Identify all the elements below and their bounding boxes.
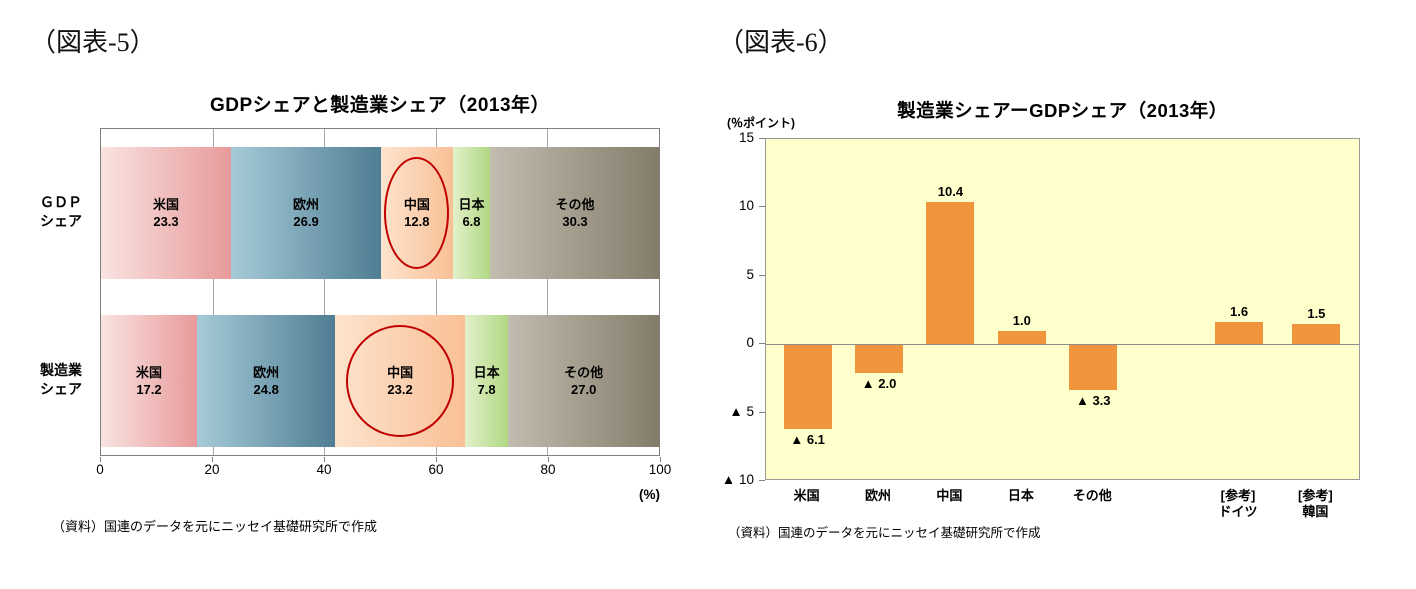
row-label-line: 製造業 [40, 362, 82, 378]
figure-5-x-tick-mark [436, 457, 437, 462]
figure-5-source-note: （資料）国連のデータを元にニッセイ基礎研究所で作成 [52, 519, 378, 534]
segment-name-label: その他 [555, 197, 595, 212]
category-label-line: ドイツ [1218, 504, 1258, 519]
segment-value-label: 30.3 [562, 214, 588, 229]
figure-5-x-tick-label: 0 [96, 462, 104, 477]
figure-5-bar-gdp: 米国 23.3 欧州 26.9 中国 12.8 日本 6.8 その他 30.3 [101, 147, 659, 279]
segment-name-label: 米国 [152, 197, 179, 212]
row-label-line: シェア [40, 213, 82, 229]
figure-6-y-tick-label: 10 [738, 198, 754, 214]
segment-name-label: 欧州 [293, 197, 320, 212]
bar-value-label-europe: ▲ 2.0 [861, 375, 897, 391]
category-label-japan: 日本 [1008, 488, 1034, 504]
figure-6-label: （図表-6） [718, 28, 844, 57]
figure-6-title: 製造業シェアーGDPシェア（2013年） [897, 100, 1228, 121]
category-label-line: 日本 [1007, 488, 1034, 503]
segment-value-label: 6.8 [462, 214, 481, 229]
segment-name-label: 日本 [473, 365, 500, 380]
category-label-line: 韓国 [1302, 504, 1329, 519]
bar-korea-ref [1292, 323, 1341, 345]
bar-value-label-china: 10.4 [937, 183, 964, 199]
figure-6-source-note: （資料）国連のデータを元にニッセイ基礎研究所で作成 [728, 526, 1041, 540]
bar-value-label-japan: 1.0 [1012, 312, 1031, 328]
figure-5-x-tick-mark [212, 457, 213, 462]
figure-6-y-tick-label: ▲ 10 [721, 472, 754, 487]
segment-name-label: 米国 [135, 365, 162, 380]
bar-segment-usa: 米国 23.3 [101, 147, 231, 279]
figure-5-x-tick-label: 60 [428, 462, 444, 477]
figure-6-unit-label: (％ポイント) [727, 116, 795, 130]
bar-usa [783, 345, 832, 429]
bar-segment-usa: 米国 17.2 [101, 315, 197, 447]
bar-europe [855, 345, 904, 373]
segment-value-label: 23.3 [153, 214, 179, 229]
category-label-line: 中国 [936, 488, 963, 503]
figure-5-gridline [212, 129, 214, 455]
bar-segment-europe: 欧州 24.8 [196, 315, 336, 447]
figure-6-plot-area: ▲ 6.1 ▲ 2.0 10.4 1.0 ▲ 3.3 1.6 1.5 [765, 138, 1360, 480]
figure-5-title: GDPシェアと製造業シェア（2013年） [209, 95, 551, 116]
segment-name-label: その他 [564, 365, 604, 380]
bar-value-label-others: ▲ 3.3 [1075, 393, 1111, 409]
figure-5-gridline [435, 129, 437, 455]
category-label-line: [参考] [1220, 488, 1256, 503]
bar-segment-others: その他 30.3 [490, 147, 659, 279]
segment-value-label: 7.8 [477, 382, 496, 397]
figure-5-x-tick-label: 40 [316, 462, 332, 477]
segment-value-label: 26.9 [293, 214, 319, 229]
category-label-korea-ref: [参考] 韓国 [1298, 488, 1333, 520]
bar-segment-japan: 日本 6.8 [452, 147, 491, 279]
figure-5-x-tick-label: 20 [204, 462, 220, 477]
row-label-line: ＧＤＰ [40, 194, 82, 210]
segment-name-label: 日本 [458, 197, 485, 212]
figure-6-y-tick-mark [759, 480, 765, 481]
figure-5-x-tick-mark [660, 457, 661, 462]
segment-name-label: 欧州 [253, 365, 280, 380]
bar-segment-japan: 日本 7.8 [464, 315, 509, 447]
figure-5-label: （図表-5） [30, 28, 156, 57]
figure-6-y-tick-label: 0 [746, 335, 754, 351]
bar-value-label-korea-ref: 1.5 [1307, 305, 1326, 321]
figure-5-x-tick-mark [100, 457, 101, 462]
category-label-germany-ref: [参考] ドイツ [1219, 488, 1258, 520]
zero-axis-line [766, 344, 1359, 346]
figure-5-gridline [547, 129, 549, 455]
bar-segment-others: その他 27.0 [508, 315, 659, 447]
category-label-line: 米国 [793, 488, 820, 503]
figure-5-x-tick-label: 100 [648, 462, 672, 477]
figure-5-row-label-gdp: ＧＤＰ シェア [26, 193, 96, 231]
figure-5-gridline [324, 129, 326, 455]
category-label-line: 欧州 [865, 488, 892, 503]
bar-segment-europe: 欧州 26.9 [231, 147, 382, 279]
figure-5-x-tick-mark [324, 457, 325, 462]
bar-germany-ref [1215, 322, 1264, 345]
category-label-line: [参考] [1298, 488, 1333, 503]
figure-5-x-tick-mark [548, 457, 549, 462]
bar-japan [997, 330, 1046, 345]
figure-5-row-label-manufacturing: 製造業 シェア [26, 361, 96, 399]
segment-value-label: 17.2 [136, 382, 162, 397]
figure-5-plot-area: 米国 23.3 欧州 26.9 中国 12.8 日本 6.8 その他 30.3 米国 17.2 欧州 24… [100, 128, 660, 456]
highlight-ellipse-manufacturing [345, 325, 455, 437]
category-label-europe: 欧州 [865, 488, 891, 504]
category-label-usa: 米国 [794, 488, 820, 504]
figure-5-bar-manufacturing: 米国 17.2 欧州 24.8 中国 23.2 日本 7.8 その他 27.0 [101, 315, 659, 447]
bar-china [926, 201, 975, 345]
bar-value-label-usa: ▲ 6.1 [790, 431, 825, 447]
bar-value-label-germany-ref: 1.6 [1229, 304, 1249, 320]
figure-6-y-tick-label: 5 [746, 266, 754, 282]
category-label-china: 中国 [936, 488, 962, 504]
category-label-line: その他 [1072, 488, 1112, 503]
figure-5-x-unit-label: (%) [639, 487, 660, 502]
bar-others [1069, 345, 1118, 391]
segment-value-label: 24.8 [253, 382, 279, 397]
segment-value-label: 27.0 [571, 382, 597, 397]
figure-5-x-tick-label: 80 [540, 462, 556, 477]
figure-6-y-tick-label: 15 [738, 130, 754, 145]
category-label-others: その他 [1073, 488, 1112, 504]
row-label-line: シェア [40, 381, 82, 397]
highlight-ellipse-gdp [384, 157, 450, 269]
figure-6-y-tick-label: ▲ 5 [729, 403, 754, 419]
